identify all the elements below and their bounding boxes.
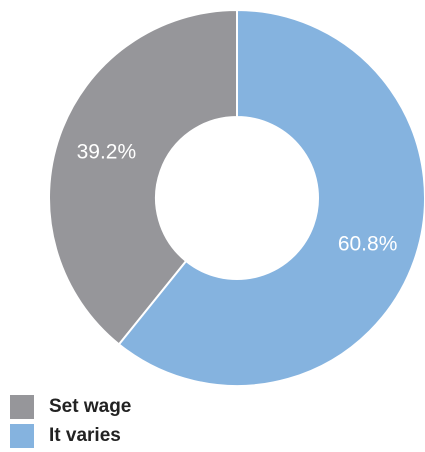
legend-item-it-varies: It varies [10, 423, 131, 448]
donut-chart: 39.2% 60.8% [48, 8, 425, 387]
legend-label-set-wage: Set wage [49, 395, 132, 417]
data-label-set-wage: 39.2% [77, 140, 137, 163]
legend-swatch-it-varies [10, 423, 34, 448]
legend-item-set-wage: Set wage [10, 394, 131, 419]
donut-slice-it-varies [117, 8, 425, 387]
legend: Set wage It varies [10, 394, 131, 452]
legend-swatch-set-wage [10, 394, 34, 419]
legend-label-it-varies: It varies [49, 424, 121, 446]
donut-slice-set-wage [48, 8, 238, 346]
data-label-it-varies: 60.8% [338, 233, 398, 256]
